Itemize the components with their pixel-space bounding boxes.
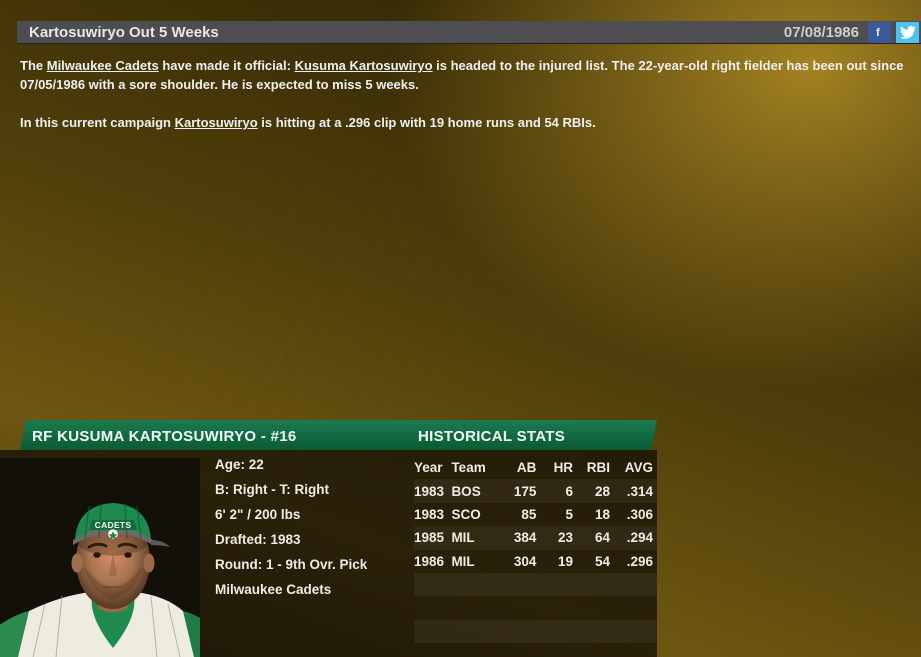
svg-text:CADETS: CADETS	[95, 520, 132, 530]
svg-text:f: f	[876, 27, 880, 38]
